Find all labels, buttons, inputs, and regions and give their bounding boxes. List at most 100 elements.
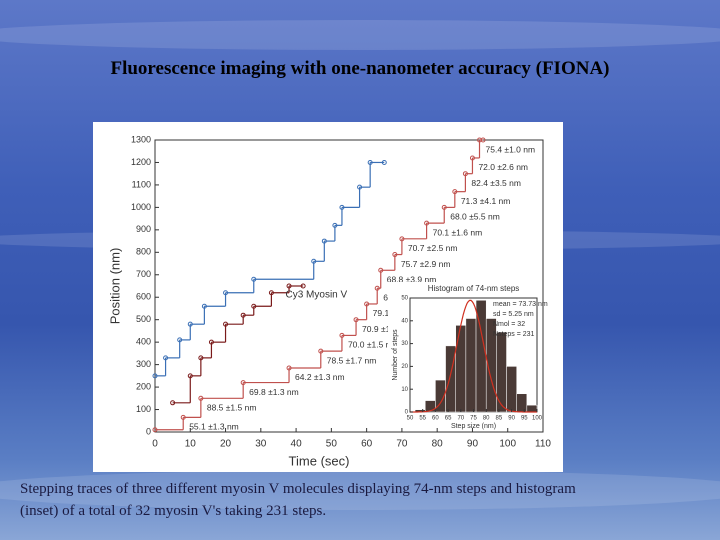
x-tick-label: 80: [432, 439, 444, 450]
data-point: [286, 283, 292, 289]
y-tick-label: 100: [136, 404, 151, 414]
data-point: [268, 290, 274, 296]
x-tick-label: 85: [496, 416, 503, 422]
x-tick-label: 70: [396, 439, 408, 450]
y-tick-label: 1300: [131, 134, 151, 144]
step-label: 75.7 ±2.9 nm: [401, 259, 451, 269]
x-tick-label: 60: [361, 439, 373, 450]
step-label: 55.1 ±1.3 nm: [189, 422, 239, 432]
data-point: [353, 317, 359, 323]
data-point: [452, 189, 458, 195]
data-point: [339, 204, 345, 210]
x-axis-label: Step size (nm): [451, 423, 496, 430]
y-axis-label: Position (nm): [107, 248, 122, 325]
y-tick-label: 50: [401, 296, 408, 302]
data-point: [469, 155, 475, 161]
y-tick-label: 700: [136, 269, 151, 279]
data-point: [367, 159, 373, 165]
histogram-bar: [465, 318, 477, 413]
x-tick-label: 50: [326, 439, 338, 450]
x-tick-label: 80: [483, 416, 490, 422]
step-label: 64.2 ±1.3 nm: [295, 372, 345, 382]
data-point: [392, 252, 398, 258]
inset-title: Histogram of 74-nm steps: [428, 284, 520, 293]
x-tick-label: 75: [470, 416, 477, 422]
step-label: 68.8 ±3.9 nm: [387, 275, 437, 285]
data-point: [198, 355, 204, 361]
data-point: [223, 290, 229, 296]
data-point: [152, 373, 158, 379]
data-point: [441, 204, 447, 210]
histogram-bar: [455, 325, 467, 413]
step-label: 71.3 ±4.1 nm: [461, 196, 511, 206]
x-tick-label: 50: [407, 416, 414, 422]
fit-stat: Nsteps = 231: [493, 331, 535, 338]
step-label: 75.4 ±1.0 nm: [486, 144, 536, 154]
data-point: [480, 137, 486, 143]
caption: (inset) of a total of 32 myosin V's taki…: [20, 503, 327, 519]
y-tick-label: 20: [401, 364, 408, 370]
step-label: 69.8 ±1.3 nm: [249, 387, 299, 397]
data-point: [201, 303, 207, 309]
data-point: [381, 159, 387, 165]
caption: Stepping traces of three different myosi…: [20, 481, 576, 497]
x-tick-label: 0: [152, 439, 158, 450]
y-tick-label: 1000: [131, 202, 151, 212]
y-tick-label: 40: [401, 318, 408, 324]
data-point: [152, 427, 158, 433]
data-point: [187, 321, 193, 327]
data-point: [339, 332, 345, 338]
x-tick-label: 100: [532, 416, 543, 422]
y-tick-label: 500: [136, 314, 151, 324]
fit-stat: mean = 73.73 nm: [493, 301, 548, 308]
histogram-bar: [516, 393, 528, 413]
y-tick-label: 0: [146, 426, 151, 436]
streak: [0, 20, 720, 50]
step-label: 70.9 ±1.5 nm: [362, 324, 412, 334]
x-tick-label: 60: [432, 416, 439, 422]
data-point: [318, 348, 324, 354]
data-point: [321, 238, 327, 244]
data-point: [177, 337, 183, 343]
x-tick-label: 55: [419, 416, 426, 422]
data-point: [198, 395, 204, 401]
data-point: [286, 365, 292, 371]
x-tick-label: 20: [220, 439, 232, 450]
fit-curve: [410, 299, 537, 413]
data-point: [378, 267, 384, 273]
x-tick-label: 110: [535, 439, 551, 450]
y-tick-label: 300: [136, 359, 151, 369]
data-point: [399, 236, 405, 242]
x-tick-label: 90: [508, 416, 515, 422]
y-tick-label: 30: [401, 341, 408, 347]
histogram-bar: [526, 404, 538, 413]
step-label: 70.1 ±1.6 nm: [433, 227, 483, 237]
y-tick-label: 600: [136, 292, 151, 302]
x-tick-label: 10: [185, 439, 197, 450]
data-point: [170, 400, 176, 406]
y-tick-label: 0: [405, 410, 409, 416]
x-tick-label: 95: [521, 416, 528, 422]
y-tick-label: 1100: [132, 179, 151, 189]
data-point: [462, 171, 468, 177]
step-label: 68.0 ±5.5 nm: [450, 212, 500, 222]
fit-stat: Nmol = 32: [493, 321, 525, 328]
data-point: [332, 222, 338, 228]
x-tick-label: 30: [255, 439, 267, 450]
data-point: [374, 285, 380, 291]
y-tick-label: 400: [136, 337, 151, 347]
y-tick-label: 10: [401, 387, 408, 393]
plot-frame: [154, 139, 544, 433]
x-axis-label: Time (sec): [289, 453, 350, 468]
data-point: [311, 258, 317, 264]
x-tick-label: 65: [445, 416, 452, 422]
data-point: [300, 283, 306, 289]
step-label: 82.4 ±3.5 nm: [471, 178, 521, 188]
data-point: [208, 339, 214, 345]
y-tick-label: 800: [136, 247, 151, 257]
x-tick-label: 90: [467, 439, 479, 450]
streak: [0, 470, 720, 510]
data-point: [180, 414, 186, 420]
